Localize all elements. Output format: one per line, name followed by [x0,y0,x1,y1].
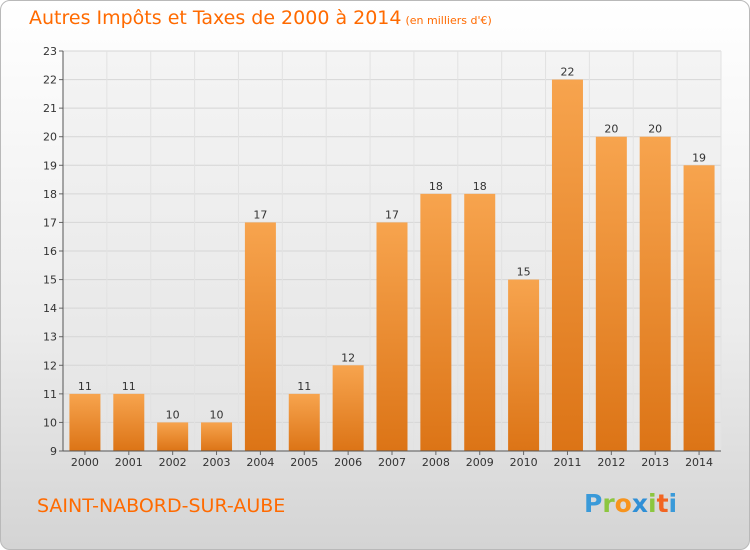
bar [464,193,496,451]
data-label: 11 [297,380,311,393]
logo-letter: i [668,489,678,518]
y-tick-label: 13 [43,331,57,344]
data-label: 18 [473,180,487,193]
data-label: 17 [253,208,267,221]
y-tick-label: 16 [43,245,57,258]
x-tick-label: 2000 [71,456,99,469]
bar [551,79,583,452]
y-tick-label: 14 [43,302,57,315]
chart-unit-note: (en milliers d'€) [405,14,492,27]
y-tick-label: 11 [43,388,57,401]
bar [244,222,276,451]
bar [595,136,627,451]
bar [683,165,715,452]
data-label: 19 [692,151,706,164]
x-tick-label: 2011 [553,456,581,469]
data-label: 20 [648,123,662,136]
data-label: 22 [560,66,574,79]
proxiti-logo: Proxiti [584,489,677,518]
data-label: 11 [78,380,92,393]
data-label: 12 [341,351,355,364]
bar [508,279,540,451]
data-label: 17 [385,208,399,221]
data-label: 10 [166,408,180,421]
logo-letter: t [656,489,669,518]
bar [376,222,408,451]
y-tick-label: 22 [43,74,57,87]
bar [332,365,364,451]
y-tick-label: 23 [43,45,57,58]
data-label: 15 [517,266,531,279]
chart-title: Autres Impôts et Taxes de 2000 à 2014 (en… [29,7,492,29]
bar [157,422,189,451]
logo-letter: r [602,489,615,518]
y-tick-label: 19 [43,159,57,172]
commune-name: SAINT-NABORD-SUR-AUBE [37,495,286,517]
x-tick-label: 2009 [466,456,494,469]
logo-letter: x [631,489,648,518]
data-label: 18 [429,180,443,193]
y-tick-label: 20 [43,131,57,144]
data-label: 10 [210,408,224,421]
x-tick-label: 2002 [159,456,187,469]
y-tick-label: 10 [43,416,57,429]
y-tick-label: 21 [43,102,57,115]
bar [288,393,320,451]
y-tick-label: 17 [43,216,57,229]
bar [201,422,233,451]
y-tick-label: 9 [50,445,57,458]
bar [420,193,452,451]
y-tick-label: 15 [43,274,57,287]
bar [113,393,145,451]
x-tick-label: 2007 [378,456,406,469]
x-tick-label: 2001 [115,456,143,469]
y-tick-label: 18 [43,188,57,201]
data-label: 11 [122,380,136,393]
chart-title-text: Autres Impôts et Taxes de 2000 à 2014 [29,7,402,29]
logo-letter: o [614,489,632,518]
bar [639,136,671,451]
logo-letter: i [648,489,657,518]
x-tick-label: 2012 [597,456,625,469]
x-tick-label: 2014 [685,456,713,469]
x-tick-label: 2008 [422,456,450,469]
data-label: 20 [604,123,618,136]
x-tick-label: 2004 [246,456,274,469]
x-tick-label: 2003 [203,456,231,469]
x-tick-label: 2010 [510,456,538,469]
y-tick-label: 12 [43,359,57,372]
bar [69,393,101,451]
logo-letter: P [584,489,603,518]
x-tick-label: 2005 [290,456,318,469]
x-tick-label: 2013 [641,456,669,469]
x-tick-label: 2006 [334,456,362,469]
